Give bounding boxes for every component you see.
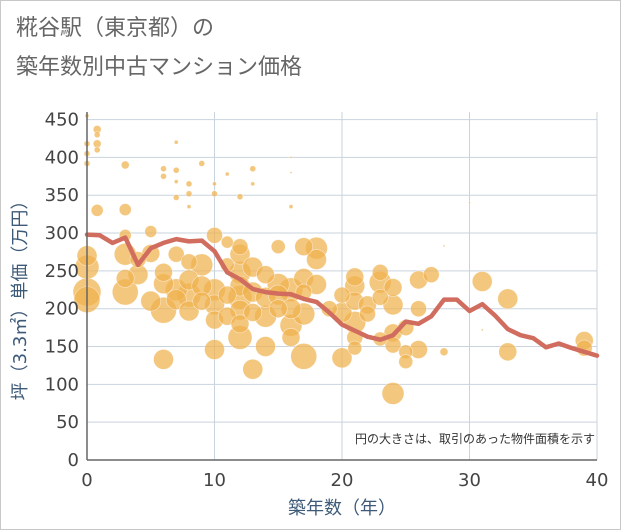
bubble-point bbox=[93, 146, 101, 154]
bubble-point bbox=[331, 347, 353, 369]
y-tick-label: 50 bbox=[56, 412, 79, 433]
bubble-point bbox=[442, 244, 446, 248]
bubble-point bbox=[243, 303, 263, 322]
y-tick-label: 250 bbox=[45, 261, 79, 282]
y-tick-label: 450 bbox=[45, 110, 79, 131]
bubble-point bbox=[231, 238, 249, 255]
y-tick-label: 300 bbox=[45, 223, 79, 244]
bubble-point bbox=[249, 165, 257, 173]
bubble-point bbox=[204, 339, 225, 360]
bubble-point bbox=[90, 204, 104, 217]
x-tick-label: 10 bbox=[203, 470, 226, 491]
bubble-point bbox=[250, 181, 256, 187]
bubble-point bbox=[371, 289, 389, 306]
bubble-point bbox=[268, 299, 288, 318]
bubble-point bbox=[294, 237, 314, 256]
bubble-point bbox=[160, 165, 167, 173]
bubble-point bbox=[281, 328, 301, 347]
bubble-size-note: 円の大きさは、取引のあった物件面積を示す bbox=[355, 431, 595, 446]
bubble-point bbox=[172, 194, 180, 201]
trend-series bbox=[84, 232, 600, 358]
bubble-point bbox=[115, 269, 135, 288]
x-axis-label: 築年数（年） bbox=[288, 498, 396, 519]
bubble-point bbox=[160, 173, 167, 180]
bubble-point bbox=[173, 179, 179, 184]
x-tick-label: 0 bbox=[81, 470, 92, 491]
bubble-point bbox=[497, 288, 519, 310]
bubble-point bbox=[471, 271, 493, 292]
bubble-point bbox=[236, 193, 244, 201]
bubble-point bbox=[381, 382, 405, 405]
bubble-point bbox=[198, 160, 206, 167]
bubble-point bbox=[289, 171, 293, 174]
bubble-point bbox=[173, 139, 179, 145]
y-tick-label: 150 bbox=[45, 337, 79, 358]
bubble-point bbox=[206, 227, 223, 244]
x-tick-label: 20 bbox=[331, 470, 354, 491]
bubble-point bbox=[371, 264, 389, 281]
bubble-point bbox=[140, 290, 162, 312]
bubble-point bbox=[212, 181, 217, 187]
bubble-point bbox=[217, 285, 237, 305]
bubble-point bbox=[230, 314, 250, 334]
bubble-point bbox=[345, 267, 365, 287]
bubble-point bbox=[398, 354, 414, 369]
bubble-point bbox=[255, 336, 276, 357]
bubble-point bbox=[185, 190, 193, 198]
bubble-point bbox=[270, 239, 286, 254]
bubble-point bbox=[359, 305, 376, 323]
y-tick-label: 0 bbox=[68, 450, 79, 471]
y-tick-label: 100 bbox=[45, 374, 79, 395]
y-axis-label: 坪（3.3㎡）単価（万円） bbox=[9, 192, 31, 401]
bubble-point bbox=[153, 349, 174, 370]
x-tick-label: 30 bbox=[458, 470, 481, 491]
trend-line bbox=[84, 232, 600, 358]
axes: 0 50 100 150 200 250 300 350 400 450 0 10 20 30 40 bbox=[45, 110, 609, 491]
bubble-point bbox=[186, 204, 192, 209]
bubble-point bbox=[480, 328, 484, 332]
chart-title-line2: 築年数別中古マンション価格 bbox=[16, 55, 303, 80]
bubble-point bbox=[154, 263, 173, 282]
bubble-point bbox=[422, 266, 440, 283]
bubble-point bbox=[144, 225, 158, 238]
bubble-point bbox=[289, 156, 293, 159]
bubble-point bbox=[439, 347, 449, 357]
bubble-point bbox=[347, 340, 363, 356]
bubble-point bbox=[167, 245, 185, 263]
bubble-point bbox=[172, 166, 180, 174]
bubble-point bbox=[290, 343, 318, 370]
bubble-point bbox=[468, 201, 471, 205]
bubble-point bbox=[120, 160, 130, 170]
y-tick-label: 400 bbox=[45, 147, 79, 168]
bubble-point bbox=[118, 203, 132, 216]
bubble-point bbox=[242, 358, 264, 380]
bubble-point bbox=[224, 171, 230, 177]
bubble-point bbox=[410, 300, 427, 317]
bubble-point bbox=[333, 286, 351, 304]
bubble-point bbox=[211, 190, 218, 198]
y-tick-label: 350 bbox=[45, 185, 79, 206]
bubble-point bbox=[93, 131, 101, 138]
bubble-point bbox=[498, 342, 518, 362]
bubble-point bbox=[306, 249, 327, 270]
bubble-point bbox=[288, 204, 294, 209]
bubble-point bbox=[192, 291, 212, 311]
x-tick-label: 40 bbox=[586, 470, 609, 491]
bubble-series bbox=[72, 113, 594, 405]
y-tick-label: 200 bbox=[45, 299, 79, 320]
bubble-point bbox=[185, 180, 193, 188]
chart-title-line1: 糀谷駅（東京都）の bbox=[16, 16, 215, 41]
bubble-point bbox=[383, 278, 403, 297]
bubble-point bbox=[220, 235, 234, 249]
bubble-point bbox=[180, 253, 198, 271]
bubble-point bbox=[256, 265, 275, 284]
